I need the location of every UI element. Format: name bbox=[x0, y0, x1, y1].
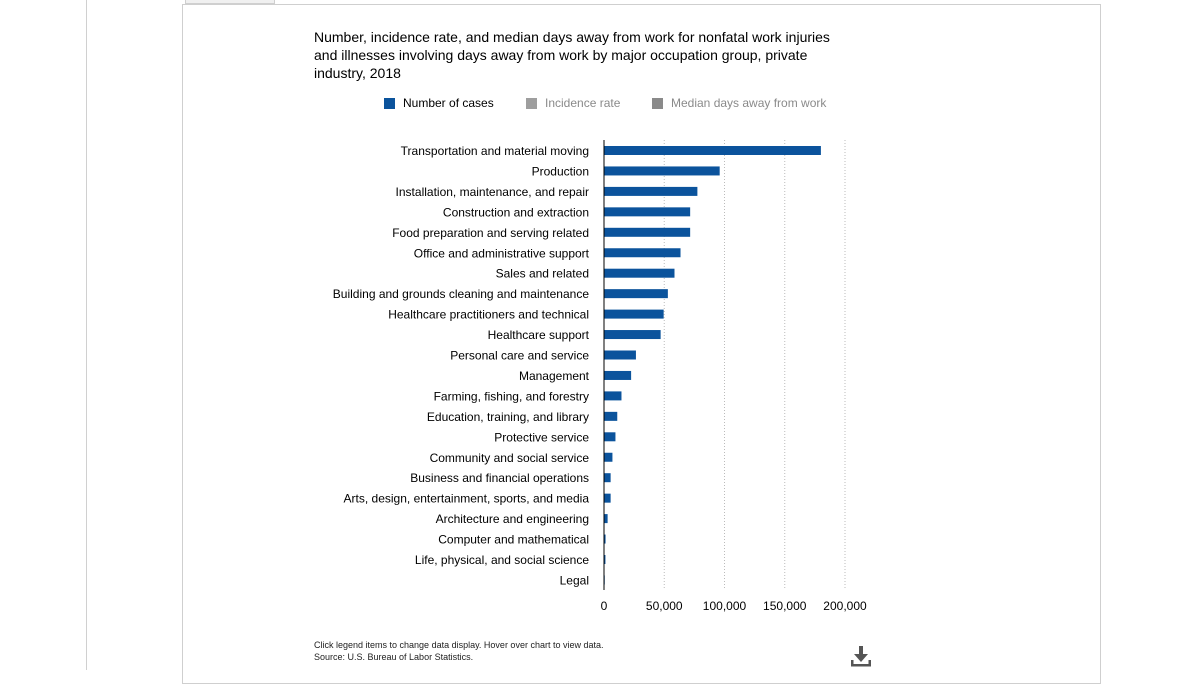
download-icon bbox=[851, 646, 871, 667]
category-label: Community and social service bbox=[430, 451, 590, 465]
bar[interactable] bbox=[604, 534, 606, 544]
chart-panel bbox=[182, 4, 1101, 684]
category-label: Farming, fishing, and forestry bbox=[434, 389, 589, 403]
bar[interactable] bbox=[604, 432, 616, 442]
legend-swatch bbox=[652, 97, 663, 109]
bar[interactable] bbox=[604, 411, 618, 421]
legend-swatch bbox=[526, 97, 537, 109]
category-label: Installation, maintenance, and repair bbox=[396, 185, 589, 199]
bar-chart[interactable]: 0 50,000 100,000 150,000 200,000 Transportati… bbox=[0, 0, 1192, 670]
category-label: Protective service bbox=[494, 430, 589, 444]
bar[interactable] bbox=[604, 146, 821, 155]
category-label: Legal bbox=[560, 573, 589, 587]
category-label: Healthcare practitioners and technical bbox=[388, 308, 589, 322]
category-label: Business and financial operations bbox=[410, 471, 589, 485]
download-button[interactable] bbox=[848, 644, 874, 668]
category-label: Office and administrative support bbox=[414, 246, 590, 260]
bar[interactable] bbox=[604, 207, 691, 217]
category-label: Production bbox=[532, 164, 589, 178]
bar[interactable] bbox=[604, 555, 606, 564]
chart-source: Source: U.S. Bureau of Labor Statistics. bbox=[314, 652, 474, 662]
x-tick-label: 0 bbox=[601, 599, 608, 613]
tab-strip[interactable] bbox=[185, 0, 275, 4]
chart-instructions: Click legend items to change data displa… bbox=[314, 640, 604, 650]
bar[interactable] bbox=[604, 309, 664, 319]
category-label: Education, training, and library bbox=[427, 410, 589, 424]
bar[interactable] bbox=[604, 248, 681, 258]
legend-item-median-days[interactable]: Median days away from work bbox=[652, 96, 826, 110]
chart-title: Number, incidence rate, and median days … bbox=[314, 29, 830, 81]
bar[interactable] bbox=[604, 227, 691, 237]
page-left-border bbox=[86, 0, 87, 670]
category-label: Personal care and service bbox=[450, 349, 589, 363]
bar[interactable] bbox=[604, 473, 611, 483]
category-label: Healthcare support bbox=[488, 328, 590, 342]
category-label: Management bbox=[519, 369, 590, 383]
bar[interactable] bbox=[604, 493, 611, 503]
category-label: Transportation and material moving bbox=[401, 144, 589, 158]
legend-label: Number of cases bbox=[403, 96, 494, 110]
category-label: Arts, design, entertainment, sports, and… bbox=[344, 492, 590, 506]
bar[interactable] bbox=[604, 452, 613, 462]
category-label: Building and grounds cleaning and mainte… bbox=[333, 287, 590, 301]
legend-label: Median days away from work bbox=[671, 96, 827, 110]
bar[interactable] bbox=[604, 166, 720, 176]
x-tick-label: 50,000 bbox=[646, 599, 683, 613]
legend-item-incidence-rate[interactable]: Incidence rate bbox=[526, 96, 620, 110]
legend-label: Incidence rate bbox=[545, 96, 621, 110]
category-label: Computer and mathematical bbox=[438, 533, 589, 547]
category-label: Architecture and engineering bbox=[436, 512, 589, 526]
bar[interactable] bbox=[604, 289, 668, 299]
x-tick-label: 100,000 bbox=[703, 599, 747, 613]
bar[interactable] bbox=[604, 514, 608, 524]
bar[interactable] bbox=[604, 370, 632, 380]
bar[interactable] bbox=[604, 186, 698, 196]
category-label: Food preparation and serving related bbox=[392, 226, 589, 240]
bar[interactable] bbox=[604, 391, 622, 401]
bar[interactable] bbox=[604, 330, 661, 340]
category-label: Sales and related bbox=[496, 267, 589, 281]
x-tick-label: 150,000 bbox=[763, 599, 807, 613]
category-label: Life, physical, and social science bbox=[415, 553, 589, 567]
bar[interactable] bbox=[604, 350, 636, 360]
bar[interactable] bbox=[604, 268, 675, 278]
legend-item-number-of-cases[interactable]: Number of cases bbox=[384, 96, 494, 110]
legend-swatch bbox=[384, 97, 395, 109]
x-tick-label: 200,000 bbox=[823, 599, 867, 613]
category-label: Construction and extraction bbox=[443, 205, 589, 219]
